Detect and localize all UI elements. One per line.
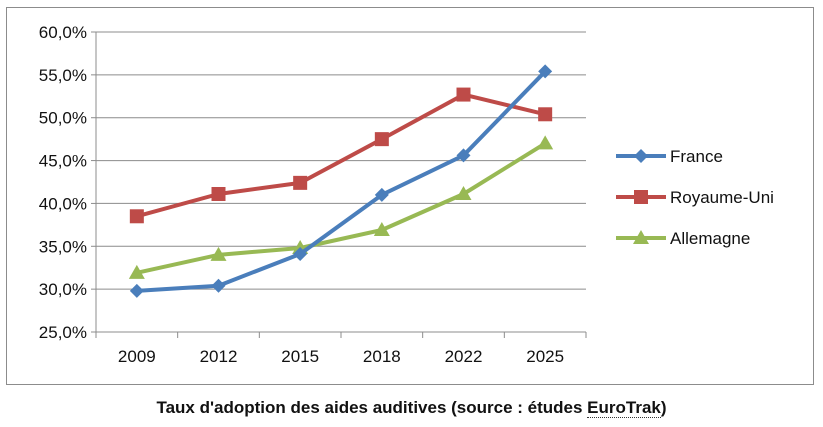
y-tick-label: 50,0%: [39, 109, 87, 128]
y-tick-label: 30,0%: [39, 280, 87, 299]
y-tick-label: 35,0%: [39, 237, 87, 256]
data-point-marker: [210, 246, 227, 261]
data-point-marker: [293, 175, 308, 190]
data-point-marker: [373, 222, 390, 236]
legend-label: France: [670, 147, 723, 166]
legend-label: Royaume-Uni: [670, 188, 774, 207]
y-tick-label: 60,0%: [39, 23, 87, 42]
data-point-marker: [129, 209, 144, 224]
data-point-marker: [129, 283, 144, 298]
y-tick-label: 55,0%: [39, 66, 87, 85]
data-point-marker: [538, 107, 553, 122]
data-point-marker: [633, 230, 649, 244]
data-point-marker: [455, 186, 472, 200]
data-point-marker: [456, 87, 471, 102]
data-point-marker: [211, 278, 226, 293]
legend: France Royaume-Uni Allemagne: [616, 147, 774, 248]
caption-source-link[interactable]: EuroTrak: [587, 398, 661, 418]
series-royaume-uni: [129, 87, 553, 224]
data-point-marker: [211, 187, 226, 201]
data-point-marker: [128, 264, 145, 279]
y-tick-label: 45,0%: [39, 152, 87, 171]
x-tick-label: 2009: [118, 347, 156, 366]
legend-label: Allemagne: [670, 229, 750, 248]
line-chart: 25,0% 30,0% 35,0% 40,0% 45,0% 50,0% 55,0% 60,0%…: [39, 23, 774, 366]
caption-prefix: Taux d'adoption des aides auditives (sou…: [156, 398, 588, 417]
y-tick-label: 40,0%: [39, 194, 87, 213]
data-point-marker: [456, 148, 471, 163]
x-tick-label: 2012: [200, 347, 238, 366]
chart-caption: Taux d'adoption des aides auditives (sou…: [0, 398, 823, 418]
x-tick-label: 2022: [445, 347, 483, 366]
data-point-marker: [374, 132, 389, 147]
series-line: [136, 141, 547, 275]
y-tick-label: 25,0%: [39, 323, 87, 342]
series-line: [136, 70, 547, 293]
series-allemagne: [128, 135, 554, 279]
series-lines: [128, 64, 554, 298]
x-tick-label: 2015: [281, 347, 319, 366]
data-point-marker: [537, 135, 554, 150]
legend-item: Royaume-Uni: [616, 188, 774, 207]
caption-suffix: ): [660, 398, 667, 417]
data-point-marker: [538, 64, 553, 79]
chart-frame: [6, 7, 814, 385]
series-france: [129, 64, 553, 298]
data-point-marker: [634, 149, 648, 163]
legend-item: Allemagne: [616, 229, 750, 248]
data-point-marker: [293, 247, 308, 261]
data-point-marker: [634, 190, 648, 204]
x-tick-label: 2018: [363, 347, 401, 366]
axes: 25,0% 30,0% 35,0% 40,0% 45,0% 50,0% 55,0% 60,0%…: [39, 23, 587, 366]
data-point-marker: [374, 187, 389, 202]
series-line: [136, 92, 546, 219]
x-tick-label: 2025: [526, 347, 564, 366]
legend-item: France: [616, 147, 723, 166]
